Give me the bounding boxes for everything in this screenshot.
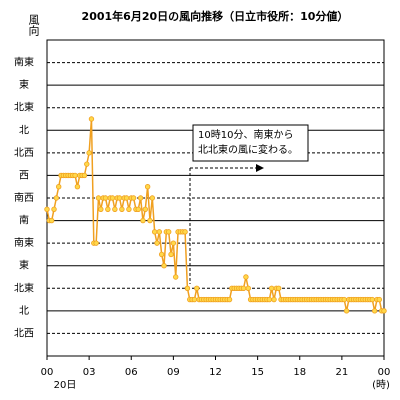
data-point [109, 195, 116, 201]
y-axis-label: 風向 [27, 14, 40, 36]
y-tick-label: 北西 [14, 147, 34, 159]
y-tick-label: 南 [19, 214, 29, 227]
data-point [173, 274, 179, 280]
data-point [72, 172, 78, 179]
y-tick-label: 西 [19, 170, 29, 181]
data-point [369, 296, 375, 303]
data-point [140, 217, 146, 224]
data-point [95, 195, 102, 201]
data-point [126, 206, 132, 212]
data-point [268, 285, 275, 291]
data-point [194, 285, 200, 291]
data-point [116, 195, 123, 201]
x-tick-label: 18 [293, 367, 306, 378]
data-point [275, 285, 282, 291]
data-point [144, 184, 151, 190]
data-point [119, 206, 125, 212]
data-point [123, 195, 130, 201]
data-point [98, 206, 104, 212]
y-tick-label: 南東 [14, 56, 34, 69]
data-point [53, 195, 60, 201]
y-tick-label: 北 [19, 305, 29, 317]
data-point [135, 206, 141, 212]
data-point [266, 296, 273, 303]
data-point [130, 195, 137, 201]
annotation-text: 10時10分、南東から [198, 128, 293, 141]
data-point [86, 150, 92, 156]
data-point [147, 217, 153, 224]
data-point [376, 296, 383, 303]
data-point [151, 229, 158, 235]
data-point [371, 308, 378, 314]
x-tick-label: 09 [167, 367, 180, 378]
data-point [48, 217, 55, 224]
y-tick-label: 北 [19, 124, 29, 136]
data-point [165, 229, 172, 235]
data-point [84, 161, 90, 167]
data-point [142, 206, 148, 212]
x-tick-label: 21 [336, 367, 349, 378]
data-point [51, 206, 57, 212]
y-tick-label: 東 [19, 259, 29, 272]
y-tick-label: 南東 [14, 236, 34, 249]
data-point [168, 251, 174, 258]
data-point [191, 296, 198, 303]
annotation-box [192, 124, 309, 162]
data-point [161, 263, 167, 269]
arrow-head [256, 164, 264, 172]
data-point [81, 172, 88, 179]
data-point [343, 308, 350, 314]
data-point [102, 195, 109, 201]
data-point [240, 285, 247, 291]
y-tick-label: 北東 [14, 101, 34, 114]
y-tick-label: 北東 [14, 281, 34, 294]
data-point [154, 240, 160, 246]
data-point [182, 229, 188, 235]
x-tick-label: 12 [209, 367, 222, 378]
x-axis-label: (時) [372, 379, 390, 391]
y-tick-label: 北西 [14, 327, 34, 339]
data-point [137, 195, 144, 201]
data-point [93, 240, 99, 246]
chart-title: 2001年6月20日の風向推移（日立市役所：10分値） [82, 9, 349, 23]
data-point [74, 184, 81, 190]
data-point [170, 240, 177, 246]
data-point [158, 251, 165, 258]
data-point [245, 285, 251, 291]
data-point [184, 285, 191, 291]
data-point [44, 206, 50, 212]
data-point [56, 184, 62, 190]
data-point [156, 229, 163, 235]
data-point [226, 296, 233, 303]
data-point [112, 206, 118, 212]
data-point [341, 296, 347, 303]
y-tick-label: 東 [19, 78, 29, 91]
date-label: 20日 [54, 380, 77, 391]
x-tick-label: 03 [83, 367, 96, 378]
y-tick-label: 南西 [14, 191, 34, 204]
annotation-text: 北北東の風に変わる。 [198, 143, 298, 156]
data-point [88, 116, 95, 122]
data-point [105, 206, 111, 212]
data-point [243, 274, 249, 280]
x-tick-label: 06 [125, 367, 138, 378]
x-tick-label: 15 [251, 367, 264, 378]
data-point [149, 195, 156, 201]
x-tick-label: 00 [378, 367, 391, 378]
data-point [381, 308, 387, 314]
x-tick-label: 00 [41, 367, 54, 378]
data-point [271, 296, 277, 303]
